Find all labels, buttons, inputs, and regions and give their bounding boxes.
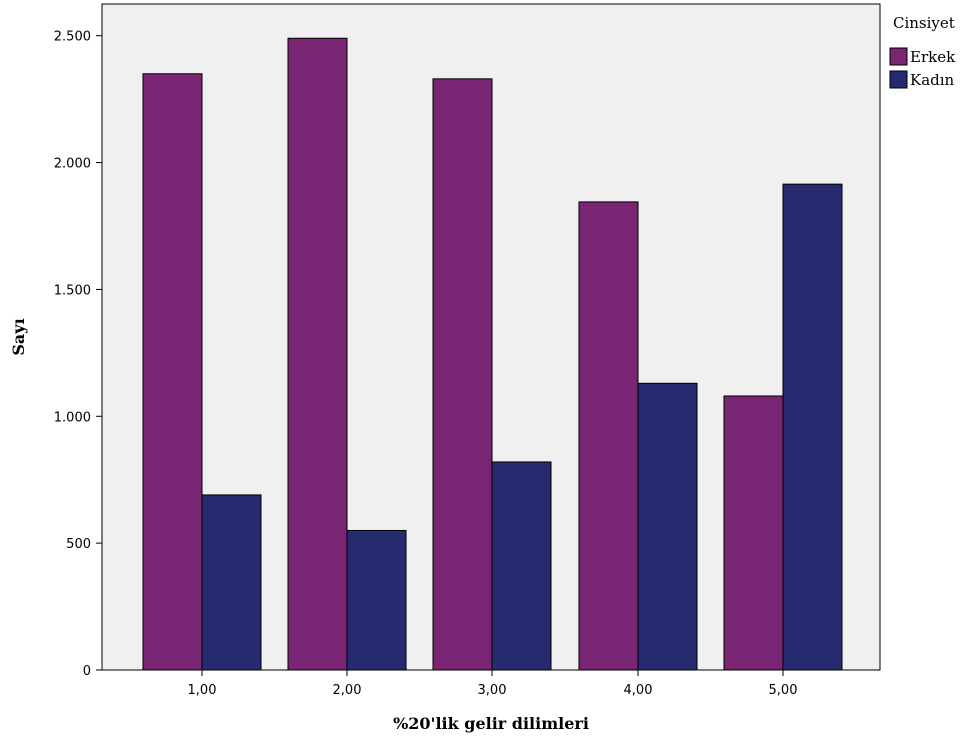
bar-kadn-3: [491, 461, 552, 671]
bar-erkek-2: [287, 37, 348, 671]
x-tick-label: 3,00: [478, 683, 507, 698]
x-axis-title: %20'lik gelir dilimleri: [393, 714, 589, 733]
y-tick-label: 500: [66, 537, 91, 552]
legend: Cinsiyet Erkek Kadın: [889, 14, 956, 89]
bars-group: [142, 37, 843, 671]
bar-erkek-3: [432, 78, 493, 671]
x-tick-label: 4,00: [624, 683, 653, 698]
x-tick-label: 5,00: [769, 683, 798, 698]
x-tick-label: 1,00: [188, 683, 217, 698]
x-tick-label: 2,00: [333, 683, 362, 698]
y-tick-label: 0: [83, 664, 91, 679]
y-tick-label: 1.500: [54, 283, 91, 298]
x-axis: 1,00 2,00 3,00 4,00 5,00: [188, 670, 798, 698]
legend-title: Cinsiyet: [893, 14, 955, 32]
bar-erkek-4: [578, 201, 639, 671]
legend-label-2: Kadın: [910, 71, 955, 89]
legend-swatch-1: [889, 47, 908, 66]
y-tick-label: 2.500: [54, 30, 91, 45]
bar-erkek-1: [142, 73, 203, 671]
legend-label-1: Erkek: [910, 48, 956, 66]
bar-kadn-1: [201, 494, 262, 671]
y-tick-label: 1.000: [54, 410, 91, 425]
y-tick-label: 2.000: [54, 157, 91, 172]
bar-erkek-5: [723, 395, 784, 671]
bar-kadn-4: [637, 382, 698, 671]
bar-kadn-2: [346, 529, 407, 671]
legend-swatch-2: [889, 70, 908, 89]
y-axis: 0 500 1.000 1.500 2.000 2.500: [54, 30, 102, 679]
bar-kadn-5: [782, 183, 843, 671]
y-axis-title: Sayı: [9, 318, 28, 355]
